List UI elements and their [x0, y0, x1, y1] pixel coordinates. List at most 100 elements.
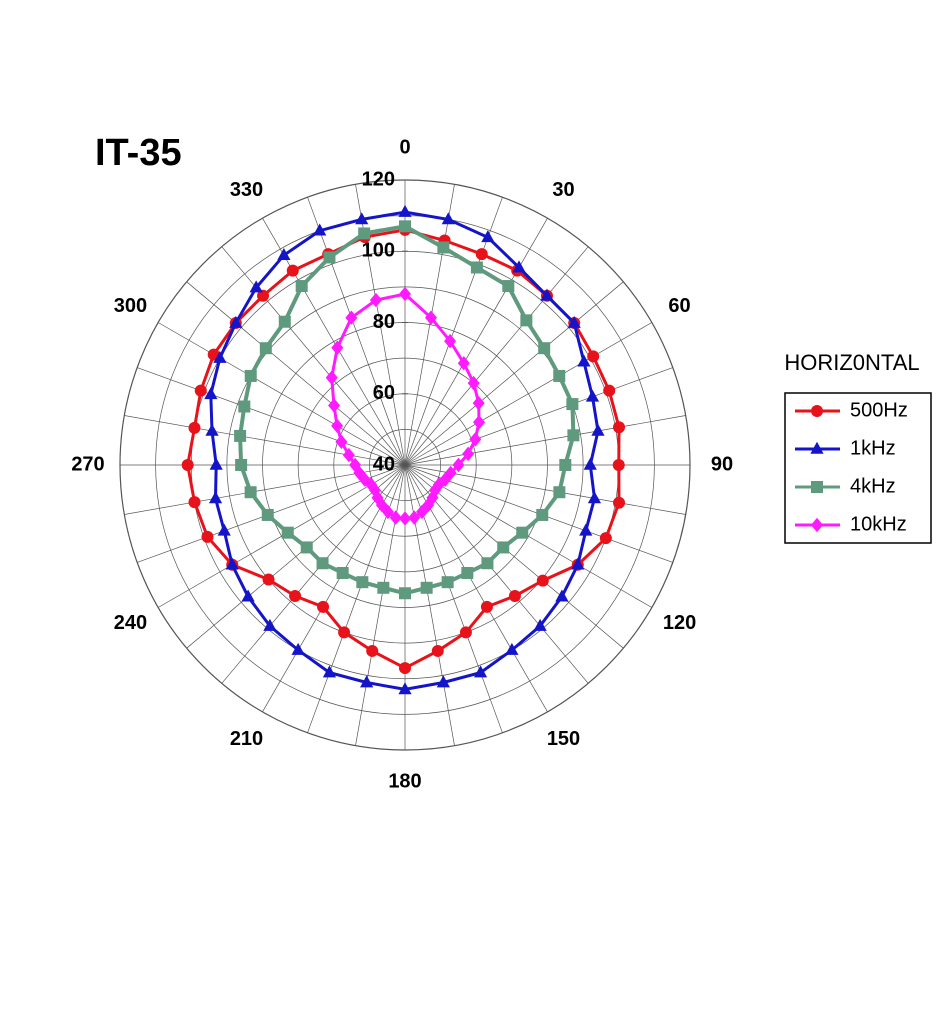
marker — [444, 333, 457, 349]
marker — [289, 589, 302, 602]
marker — [328, 398, 341, 413]
marker — [462, 446, 475, 462]
marker — [349, 457, 362, 473]
marker — [201, 530, 214, 543]
grid-spoke — [221, 246, 406, 466]
marker — [473, 415, 486, 430]
series-line — [209, 210, 600, 691]
marker — [470, 261, 483, 274]
marker — [437, 241, 450, 254]
grid-spoke — [158, 464, 406, 608]
marker — [811, 517, 823, 533]
marker — [188, 421, 201, 434]
marker — [398, 682, 412, 695]
marker — [259, 342, 272, 355]
marker — [553, 486, 566, 499]
grid-spoke — [186, 464, 406, 649]
grid-spoke — [404, 464, 589, 684]
marker — [459, 626, 472, 639]
legend-title: HORIZ0NTAL — [784, 350, 919, 375]
marker — [591, 423, 605, 436]
marker — [225, 557, 239, 570]
theta-tick-label: 300 — [114, 295, 147, 317]
marker — [263, 618, 277, 631]
marker — [457, 355, 470, 371]
marker — [295, 280, 308, 293]
marker — [257, 289, 270, 302]
theta-tick-label: 210 — [230, 728, 263, 750]
marker — [338, 626, 351, 639]
marker — [469, 432, 482, 447]
marker — [244, 486, 257, 499]
theta-tick-label: 330 — [230, 179, 263, 201]
marker — [234, 429, 247, 442]
marker — [399, 587, 411, 600]
marker — [194, 384, 207, 397]
marker — [238, 400, 251, 413]
r-tick-label: 120 — [362, 168, 395, 190]
grid-spoke — [404, 464, 503, 733]
grid-spoke — [404, 281, 624, 466]
marker — [398, 204, 412, 217]
chart-title: IT-35 — [95, 132, 182, 174]
grid-spoke — [404, 322, 652, 466]
grid-spoke — [186, 281, 406, 466]
r-tick-label: 80 — [373, 311, 395, 333]
marker — [213, 350, 227, 363]
marker — [475, 248, 488, 261]
marker — [325, 370, 338, 385]
marker — [300, 541, 313, 554]
marker — [502, 280, 515, 293]
legend-label: 4kHz — [850, 475, 896, 497]
marker — [533, 618, 547, 631]
marker — [408, 510, 421, 525]
marker — [262, 573, 275, 586]
marker — [322, 665, 337, 678]
grid-spoke — [404, 184, 455, 466]
marker — [508, 589, 521, 602]
grid-spoke — [307, 464, 406, 733]
marker — [355, 212, 369, 225]
marker — [567, 315, 581, 328]
theta-tick-label: 90 — [711, 453, 733, 475]
marker — [208, 491, 223, 504]
theta-tick-label: 30 — [552, 179, 574, 201]
marker — [452, 457, 465, 473]
marker — [577, 354, 591, 367]
marker — [520, 314, 533, 327]
marker — [811, 405, 823, 417]
marker — [261, 508, 274, 521]
marker — [811, 481, 823, 493]
marker — [278, 315, 291, 328]
marker — [480, 600, 493, 613]
marker — [249, 280, 263, 293]
marker — [286, 264, 299, 277]
marker — [585, 389, 600, 402]
marker — [366, 644, 379, 657]
marker — [416, 504, 429, 520]
marker — [331, 340, 344, 355]
theta-tick-label: 60 — [668, 295, 690, 317]
marker — [229, 315, 243, 328]
r-tick-label: 60 — [373, 382, 395, 404]
marker — [399, 220, 411, 233]
theta-tick-label: 150 — [547, 728, 580, 750]
marker — [540, 288, 554, 301]
grid-spoke — [221, 464, 406, 684]
marker — [317, 600, 330, 613]
marker — [571, 557, 585, 570]
theta-tick-label: 270 — [71, 453, 104, 475]
grid-spoke — [404, 415, 686, 466]
marker — [612, 459, 625, 471]
theta-tick-label: 240 — [114, 612, 147, 634]
marker — [567, 429, 580, 442]
legend-label: 500Hz — [850, 399, 908, 421]
marker — [587, 350, 600, 363]
marker — [342, 447, 355, 463]
marker — [291, 642, 305, 655]
marker — [241, 589, 255, 602]
marker — [441, 212, 455, 225]
marker — [431, 644, 444, 657]
grid-spoke — [158, 322, 406, 466]
legend: 500Hz 1kHz 4kHz 10kHz — [795, 399, 908, 535]
